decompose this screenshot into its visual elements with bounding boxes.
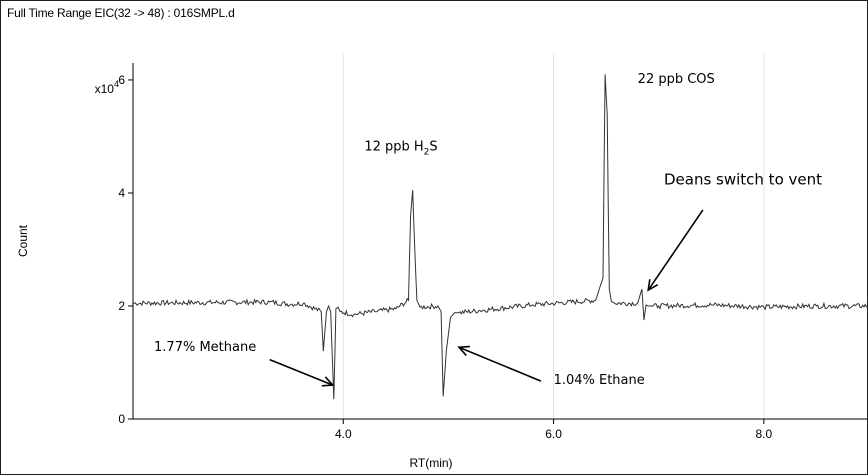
x-axis-label: RT(min): [409, 456, 452, 470]
x-tick-label: 8.0: [756, 427, 773, 441]
arrow-ethane: [458, 346, 542, 382]
series: [133, 74, 867, 400]
y-tick-label: 2: [118, 299, 125, 313]
y-tick-label: 6: [118, 73, 125, 87]
y-tick-label: 4: [118, 186, 125, 200]
y-multiplier-base: x10: [95, 82, 115, 96]
annotation-methane: 1.77% Methane: [154, 340, 256, 355]
y-tick-label: 0: [118, 412, 125, 426]
y-multiplier-exponent: 4: [114, 79, 119, 89]
arrowhead-ethane: [457, 345, 470, 356]
arrowhead-deans: [647, 279, 659, 292]
y-axis-label: Count: [16, 224, 30, 257]
x-tick-label: 4.0: [335, 427, 352, 441]
annotation-cos: 22 ppb COS: [638, 72, 715, 87]
arrow-deans: [647, 209, 704, 291]
plot-title: Full Time Range EIC(32 -> 48) : 016SMPL.…: [7, 6, 235, 20]
annotations: 12 ppb H2S 22 ppb COS Deans switch to vent…: [154, 72, 822, 388]
x-tick-label: 6.0: [545, 427, 562, 441]
ticks: 4.0 6.0 8.0 0 2 4 6: [118, 73, 772, 441]
annotation-deans: Deans switch to vent: [664, 170, 822, 188]
annotation-ethane: 1.04% Ethane: [554, 373, 645, 388]
arrowhead-methane: [321, 376, 335, 387]
axes: x104 Count RT(min): [16, 63, 867, 470]
y-multiplier-label: x104: [95, 79, 119, 96]
series-line: [133, 74, 867, 400]
arrow-methane: [269, 358, 334, 386]
grid: [342, 53, 765, 419]
annotation-h2s: 12 ppb H2S: [364, 140, 437, 158]
